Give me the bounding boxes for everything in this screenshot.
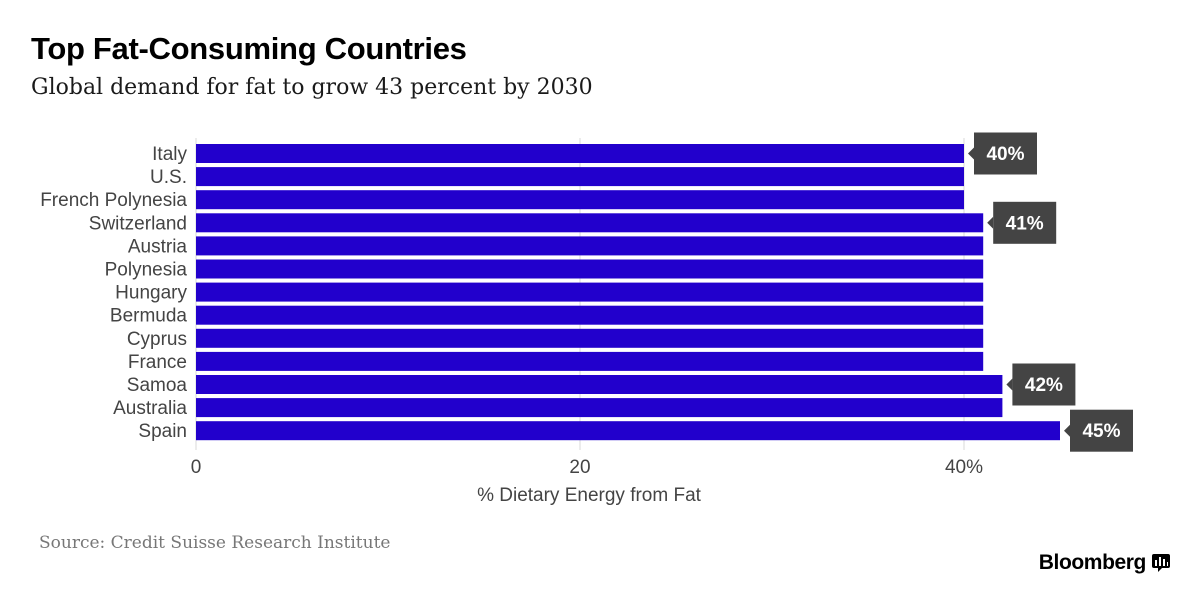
data-label-0: 40%	[986, 144, 1024, 165]
callout-box-2	[1012, 363, 1076, 406]
category-label-4: Austria	[128, 236, 188, 257]
bar-1	[196, 167, 964, 187]
bar-2	[196, 190, 964, 210]
category-label-5: Polynesia	[105, 260, 188, 281]
data-label-2: 42%	[1025, 375, 1063, 396]
callout-box-1	[993, 201, 1057, 244]
bar-9	[196, 351, 984, 371]
x-axis-label: % Dietary Energy from Fat	[477, 485, 702, 506]
brand-logo: Bloomberg	[1039, 551, 1170, 575]
callout-pointer-2	[1006, 378, 1013, 391]
bar-4	[196, 236, 984, 256]
chart-subtitle: Global demand for fat to grow 43 percent…	[31, 75, 593, 100]
brand-name: Bloomberg	[1038, 551, 1147, 574]
category-label-10: Samoa	[127, 375, 188, 396]
data-label-1: 41%	[1006, 213, 1044, 234]
bar-7	[196, 305, 984, 325]
bar-0	[196, 144, 964, 163]
source-note: Source: Credit Suisse Research Institute	[39, 533, 391, 553]
category-label-11: Australia	[113, 398, 187, 419]
bar-3	[196, 213, 984, 233]
bar-6	[196, 282, 984, 302]
callout-pointer-1	[987, 216, 994, 229]
bar-chart-icon	[1152, 554, 1170, 572]
chart-title: Top Fat-Consuming Countries	[31, 31, 467, 66]
category-label-12: Spain	[138, 421, 187, 442]
category-label-6: Hungary	[115, 283, 187, 304]
category-label-8: Cyprus	[127, 329, 187, 350]
category-label-3: Switzerland	[89, 213, 187, 234]
bar-5	[196, 259, 984, 279]
bar-11	[196, 398, 1003, 418]
category-label-7: Bermuda	[110, 306, 188, 327]
category-label-2: French Polynesia	[40, 190, 187, 211]
bar-8	[196, 328, 984, 348]
bar-12	[196, 421, 1060, 441]
x-tick-label-0: 0	[191, 457, 202, 478]
callout-pointer-0	[968, 147, 974, 160]
category-label-1: U.S.	[150, 167, 187, 188]
category-label-9: France	[128, 352, 187, 373]
data-label-3: 45%	[1082, 421, 1120, 442]
bar-10	[196, 375, 1003, 394]
callout-pointer-3	[1064, 424, 1070, 437]
callout-box-0	[974, 132, 1037, 175]
callout-box-3	[1070, 409, 1133, 452]
x-tick-label-2: 40%	[945, 457, 983, 478]
x-tick-label-1: 20	[569, 457, 590, 478]
category-label-0: Italy	[152, 144, 187, 165]
